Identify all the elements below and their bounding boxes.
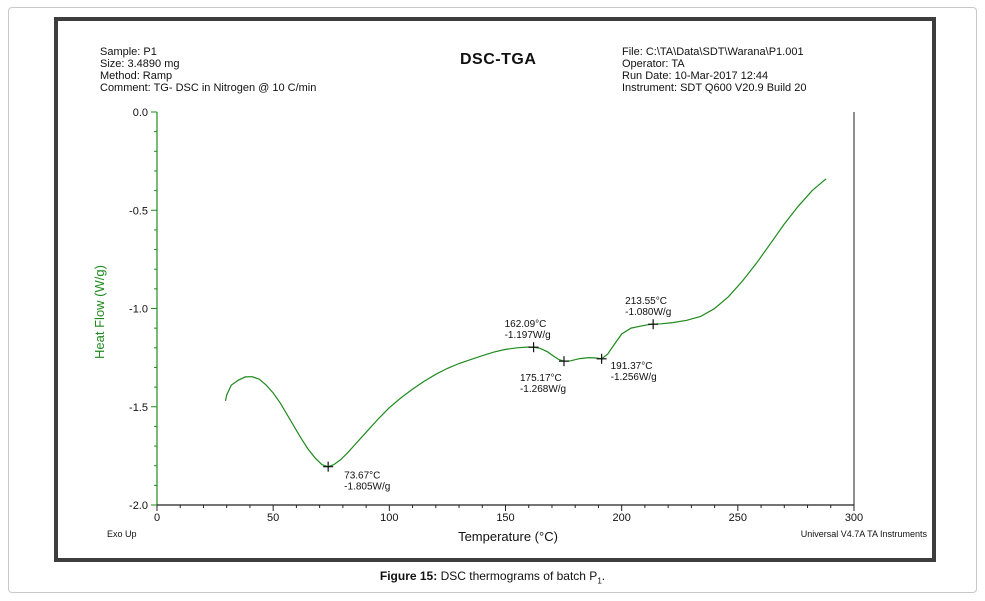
y-tick-label: -0.5 — [129, 205, 148, 217]
x-tick-label: 300 — [845, 512, 863, 524]
plot-frame — [54, 17, 936, 562]
caption-text: DSC thermograms of batch P — [440, 569, 598, 583]
peak-marker: 175.17°C-1.268W/g — [520, 356, 569, 395]
marker-temp-label: 175.17°C — [520, 373, 562, 384]
operator-label: Operator: TA — [622, 58, 685, 70]
figure-caption: Figure 15: DSC thermograms of batch P1. — [0, 569, 985, 585]
caption-label: Figure 15: — [379, 569, 438, 583]
peak-markers: 73.67°C-1.805W/g162.09°C-1.197W/g175.17°… — [323, 296, 671, 493]
marker-temp-label: 191.37°C — [611, 361, 653, 372]
marker-heatflow-label: -1.197W/g — [505, 330, 551, 341]
software-label: Universal V4.7A TA Instruments — [801, 529, 928, 539]
heat-flow-curve — [224, 178, 827, 468]
caption-subscript: 1 — [597, 576, 602, 586]
x-tick-label: 0 — [154, 512, 160, 524]
axes — [156, 112, 855, 506]
y-tick-label: -1.5 — [129, 402, 148, 414]
x-axis-label: Temperature (°C) — [458, 529, 558, 544]
marker-heatflow-label: -1.268W/g — [520, 384, 566, 395]
x-tick-label: 150 — [496, 512, 514, 524]
y-tick-label: 0.0 — [133, 107, 148, 119]
y-tick-label: -2.0 — [129, 500, 148, 512]
file-label: File: C:\TA\Data\SDT\Warana\P1.001 — [622, 46, 804, 58]
tick-labels: 0 50 100 150 200 250 300 0.0 -0.5 -1.0 -1.5 -2.0 — [129, 107, 863, 524]
sample-label: Sample: P1 — [100, 46, 157, 58]
x-tick-label: 250 — [729, 512, 747, 524]
peak-marker: 191.37°C-1.256W/g — [596, 353, 657, 383]
marker-temp-label: 162.09°C — [505, 319, 547, 330]
x-tick-label: 50 — [267, 512, 279, 524]
method-label: Method: Ramp — [100, 70, 173, 82]
instrument-label: Instrument: SDT Q600 V20.9 Build 20 — [622, 82, 807, 94]
x-tick-label: 100 — [380, 512, 398, 524]
marker-heatflow-label: -1.080W/g — [625, 307, 671, 318]
comment-label: Comment: TG- DSC in Nitrogen @ 10 C/min — [100, 82, 317, 94]
exo-up-label: Exo Up — [107, 529, 137, 539]
tick-marks — [151, 111, 855, 511]
chart-title: DSC-TGA — [460, 51, 537, 68]
peak-marker: 73.67°C-1.805W/g — [323, 461, 390, 493]
marker-temp-label: 73.67°C — [344, 471, 380, 482]
figure-frame — [8, 7, 977, 593]
x-tick-label: 200 — [612, 512, 630, 524]
marker-heatflow-label: -1.805W/g — [344, 482, 390, 493]
run-date-label: Run Date: 10-Mar-2017 12:44 — [622, 70, 769, 82]
y-axis-label: Heat Flow (W/g) — [92, 265, 107, 359]
peak-marker: 162.09°C-1.197W/g — [505, 319, 551, 353]
size-label: Size: 3.4890 mg — [100, 58, 180, 70]
marker-heatflow-label: -1.256W/g — [611, 372, 657, 383]
caption-end: . — [601, 569, 606, 583]
peak-marker: 213.55°C-1.080W/g — [625, 296, 671, 330]
y-tick-label: -1.0 — [129, 304, 148, 316]
marker-temp-label: 213.55°C — [625, 296, 667, 307]
